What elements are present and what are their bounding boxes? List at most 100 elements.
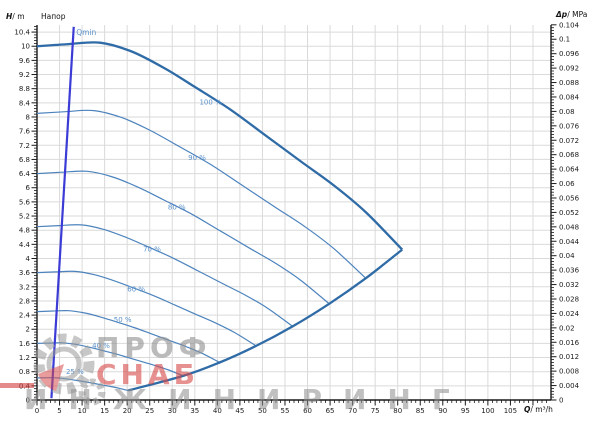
x-tick-label: 10 (78, 407, 87, 415)
x-tick-label: 30 (168, 407, 177, 415)
y-left-tick-label: 9.6 (19, 57, 31, 65)
y-right-tick-label: 0.032 (559, 281, 579, 289)
curve-speed (36, 310, 220, 363)
y-right-tick-label: 0.096 (559, 50, 580, 58)
y-left-tick-label: 2 (26, 326, 30, 334)
curve-percent-label: 40 % (92, 342, 110, 350)
y-left-tick-label: 7.2 (19, 142, 30, 150)
y-right-tick-label: 0.008 (559, 368, 579, 376)
x-tick-label: 5 (57, 407, 61, 415)
x-tick-label: 105 (504, 407, 517, 415)
y-right-tick-label: 0.076 (559, 122, 580, 130)
curve-percent-label: 60 % (127, 285, 145, 293)
x-tick-label: 100 (481, 407, 494, 415)
curve-percent-label: 70 % (143, 245, 161, 253)
x-tick-label: 40 (213, 407, 222, 415)
y-left-tick-label: 9.2 (19, 71, 30, 79)
qmin-label: Qmin (76, 28, 96, 37)
y-right-tick-label: 0.02 (559, 324, 575, 332)
y-right-tick-label: 0 (559, 397, 563, 405)
y-left-tick-label: 8 (26, 113, 30, 121)
x-tick-label: 60 (303, 407, 312, 415)
curve-100 (36, 41, 404, 251)
y-left-tick-label: 3.2 (19, 283, 30, 291)
x-tick-label: 80 (393, 407, 402, 415)
y-left-tick-label: 6.8 (19, 156, 30, 164)
x-tick-label: 20 (123, 407, 132, 415)
y-right-tick-label: 0.104 (559, 21, 580, 29)
x-tick-label: 70 (348, 407, 357, 415)
y-right-tick-label: 0.036 (559, 267, 580, 275)
chart-title: Напор (41, 12, 66, 21)
y-right-tick-label: 0.068 (559, 151, 579, 159)
envelope-curve (128, 248, 403, 392)
y-left-tick-label: 2.4 (19, 312, 31, 320)
y-right-tick-label: 0.012 (559, 353, 579, 361)
y-right-tick-label: 0.08 (559, 108, 575, 116)
y-left-tick-label: 4 (26, 255, 31, 263)
left-axis-unit: / m (12, 12, 25, 21)
y-left-tick-label: 4.8 (19, 227, 30, 235)
y-left-tick-label: 1.2 (19, 354, 30, 362)
y-right-tick-label: 0.004 (559, 382, 580, 390)
curve-percent-label: 100 % (199, 99, 222, 107)
y-right-tick-label: 0.028 (559, 295, 579, 303)
x-tick-label: 0 (35, 407, 39, 415)
y-right-tick-label: 0.092 (559, 65, 579, 73)
y-left-tick-label: 1.6 (19, 340, 31, 348)
y-right-tick-label: 0.056 (559, 194, 580, 202)
y-left-tick-label: 8.4 (19, 99, 31, 107)
x-tick-label: 50 (258, 407, 267, 415)
y-right-tick-label: 0.04 (559, 252, 575, 260)
y-left-tick-label: 8.8 (19, 85, 30, 93)
right-axis-symbol: Δp (556, 10, 568, 19)
bottom-axis-title: Q/ m³/h (524, 405, 553, 414)
left-axis-symbol: H (6, 12, 13, 21)
y-right-tick-label: 0.024 (559, 310, 580, 318)
y-left-tick-label: 0.8 (19, 368, 30, 376)
y-right-tick-label: 0.052 (559, 209, 579, 217)
y-right-tick-label: 0.088 (559, 79, 579, 87)
curve-speed (36, 342, 184, 377)
y-left-tick-label: 5.6 (19, 198, 31, 206)
y-right-tick-label: 0.064 (559, 166, 580, 174)
curve-speed (36, 109, 367, 279)
y-left-tick-label: 10.4 (14, 29, 30, 37)
x-tick-label: 25 (145, 407, 154, 415)
curve-speed (36, 170, 330, 305)
y-left-tick-label: 6.4 (19, 170, 31, 178)
bottom-axis-unit: / m³/h (530, 405, 553, 414)
y-left-tick-label: 0 (26, 397, 30, 405)
y-right-tick-label: 0.06 (559, 180, 575, 188)
x-tick-label: 35 (190, 407, 199, 415)
y-left-tick-label: 3.6 (19, 269, 31, 277)
curve-speed (36, 224, 293, 327)
right-axis-unit: / MPa (567, 10, 588, 19)
y-left-tick-label: 0.4 (19, 382, 31, 390)
x-tick-label: 85 (416, 407, 425, 415)
y-left-tick-label: 5.2 (19, 213, 30, 221)
y-left-tick-label: 7.6 (19, 128, 31, 136)
y-right-tick-label: 0.048 (559, 223, 579, 231)
left-axis-title: H/ m (6, 12, 25, 21)
y-left-tick-label: 6 (26, 184, 31, 192)
curve-percent-label: 80 % (168, 204, 186, 212)
y-right-tick-label: 0.072 (559, 137, 579, 145)
x-tick-label: 55 (281, 407, 290, 415)
y-left-tick-label: 2.8 (19, 297, 30, 305)
curve-percent-label: 50 % (114, 316, 132, 324)
curve-percent-label: 25 % (66, 368, 84, 376)
y-right-tick-label: 0.016 (559, 339, 580, 347)
right-axis-title: Δp/ MPa (556, 10, 587, 19)
y-right-tick-label: 0.084 (559, 93, 580, 101)
x-tick-label: 15 (100, 407, 109, 415)
curve-speed (36, 377, 129, 392)
y-left-tick-label: 10 (21, 43, 30, 51)
curve-percent-label: 90 % (188, 154, 206, 162)
x-tick-label: 75 (371, 407, 380, 415)
y-right-tick-label: 0.1 (559, 36, 570, 44)
x-tick-label: 95 (461, 407, 470, 415)
y-left-tick-label: 4.4 (19, 241, 31, 249)
